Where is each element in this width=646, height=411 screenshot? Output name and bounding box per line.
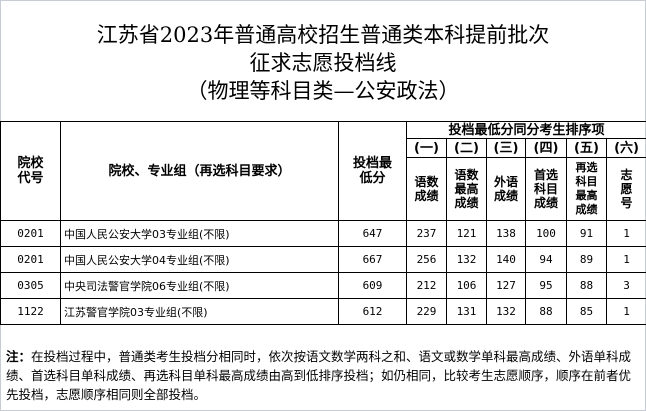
val: 106 [446,272,487,299]
title-line-3: （物理等科目类—公安政法） [186,79,460,103]
val: 1 [605,298,646,325]
header-name: 院校、专业组（再选科目要求） [60,121,339,221]
header-min-score: 投档最低分 [338,121,407,221]
val: 212 [406,272,447,299]
val: 91 [566,220,607,247]
sub-num: (六) [605,138,646,158]
table-row: 0201 中国人民公安大学04专业组(不限) 667 256 132 140 9… [0,246,646,273]
val: 85 [566,298,607,325]
note-label: 注： [6,349,32,364]
code: 1122 [0,298,61,325]
val: 1 [605,246,646,273]
min-score: 647 [338,220,407,247]
min-score: 609 [338,272,407,299]
title-line-2: 征求志愿投档线 [249,51,397,75]
val: 131 [446,298,487,325]
group-name: 中国人民公安大学03专业组(不限) [60,220,339,247]
val: 138 [486,220,526,247]
val: 132 [486,298,526,325]
val: 140 [486,246,526,273]
code: 0201 [0,220,61,247]
code: 0305 [0,272,61,299]
min-score: 612 [338,298,407,325]
group-name: 中国人民公安大学04专业组(不限) [60,246,339,273]
val: 229 [406,298,447,325]
val: 89 [566,246,607,273]
title-line-1: 江苏省2023年普通高校招生普通类本科提前批次 [96,23,550,47]
header-tie-group: 投档最低分同分考生排序项 [405,121,646,139]
group-name: 江苏警官学院03专业组(不限) [60,298,339,325]
sub-label: 语数成绩 [406,157,447,221]
note-text: 在投档过程中，普通类考生投档分相同时，依次按语文数学两科之和、语文或数学单科最高… [6,349,632,402]
sub-label: 首选科目成绩 [525,157,567,221]
sub-label: 志愿号 [605,157,646,221]
sub-label: 再选科目最高成绩 [566,157,607,221]
code: 0201 [0,246,61,273]
sub-label: 外语成绩 [486,157,526,221]
val: 1 [605,220,646,247]
min-score: 667 [338,246,407,273]
val: 94 [525,246,567,273]
sub-num: (五) [566,138,607,158]
val: 95 [525,272,567,299]
val: 237 [406,220,447,247]
table-row: 0201 中国人民公安大学03专业组(不限) 647 237 121 138 1… [0,220,646,247]
sub-num: (一) [406,138,447,158]
sub-label: 语数最高成绩 [446,157,487,221]
header-code: 院校代号 [0,121,61,221]
val: 88 [566,272,607,299]
note: 注：在投档过程中，普通类考生投档分相同时，依次按语文数学两科之和、语文或数学单科… [6,347,642,404]
val: 121 [446,220,487,247]
cutoff-table: 院校代号 院校、专业组（再选科目要求） 投档最低分 投档最低分同分考生排序项 (… [0,121,646,325]
sub-num: (二) [446,138,487,158]
val: 132 [446,246,487,273]
val: 88 [525,298,567,325]
sub-num: (三) [486,138,526,158]
group-name: 中央司法警官学院06专业组(不限) [60,272,339,299]
val: 3 [605,272,646,299]
val: 256 [406,246,447,273]
table-row: 1122 江苏警官学院03专业组(不限) 612 229 131 132 88 … [0,298,646,325]
val: 127 [486,272,526,299]
val: 100 [525,220,567,247]
table-row: 0305 中央司法警官学院06专业组(不限) 609 212 106 127 9… [0,272,646,299]
sub-num: (四) [525,138,567,158]
